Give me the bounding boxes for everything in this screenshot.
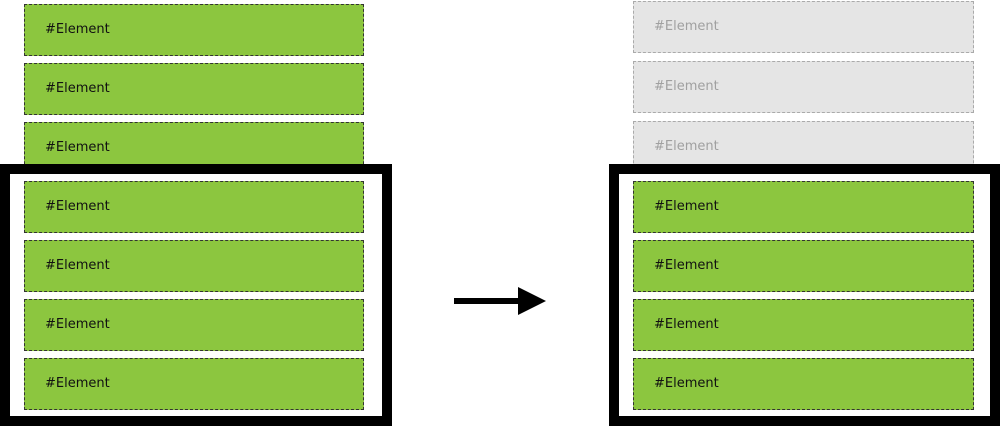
after-element-7: #Element (633, 358, 974, 410)
after-element-1: #Element (633, 1, 974, 53)
before-element-7: #Element (24, 358, 364, 410)
after-viewport-frame (609, 164, 1000, 426)
before-element-2: #Element (24, 63, 364, 115)
before-element-1: #Element (24, 4, 364, 56)
after-element-2: #Element (633, 61, 974, 113)
after-element-4: #Element (633, 181, 974, 233)
before-element-4: #Element (24, 181, 364, 233)
before-element-5: #Element (24, 240, 364, 292)
before-viewport-frame (0, 164, 392, 426)
right-arrow-icon (454, 287, 546, 315)
after-element-6: #Element (633, 299, 974, 351)
after-element-5: #Element (633, 240, 974, 292)
before-element-6: #Element (24, 299, 364, 351)
